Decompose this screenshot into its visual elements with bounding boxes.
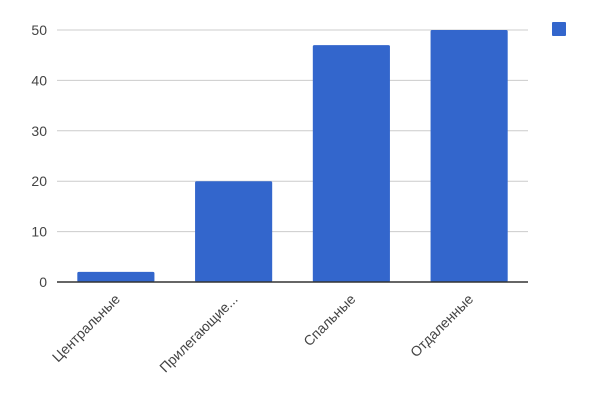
x-category-label: Спальные xyxy=(300,291,359,350)
bar xyxy=(195,181,273,282)
bars xyxy=(77,30,508,283)
x-category-label: Центральные xyxy=(49,291,123,365)
x-category-label: Прилегающие... xyxy=(156,291,241,376)
x-axis-category-labels: Центральные Прилегающие... Спальные Отдален… xyxy=(49,291,477,376)
bar xyxy=(77,271,155,282)
y-axis-tick-labels: 0 10 20 30 40 50 xyxy=(31,22,47,290)
legend xyxy=(552,22,566,36)
y-tick-label: 0 xyxy=(39,274,47,290)
y-tick-label: 50 xyxy=(31,22,47,38)
y-tick-label: 10 xyxy=(31,224,47,240)
bar xyxy=(430,30,508,282)
y-tick-label: 40 xyxy=(31,72,47,88)
x-category-label: Отдаленные xyxy=(407,291,476,360)
bar xyxy=(312,45,390,283)
y-tick-label: 30 xyxy=(31,123,47,139)
y-tick-label: 20 xyxy=(31,173,47,189)
legend-swatch xyxy=(552,22,566,36)
